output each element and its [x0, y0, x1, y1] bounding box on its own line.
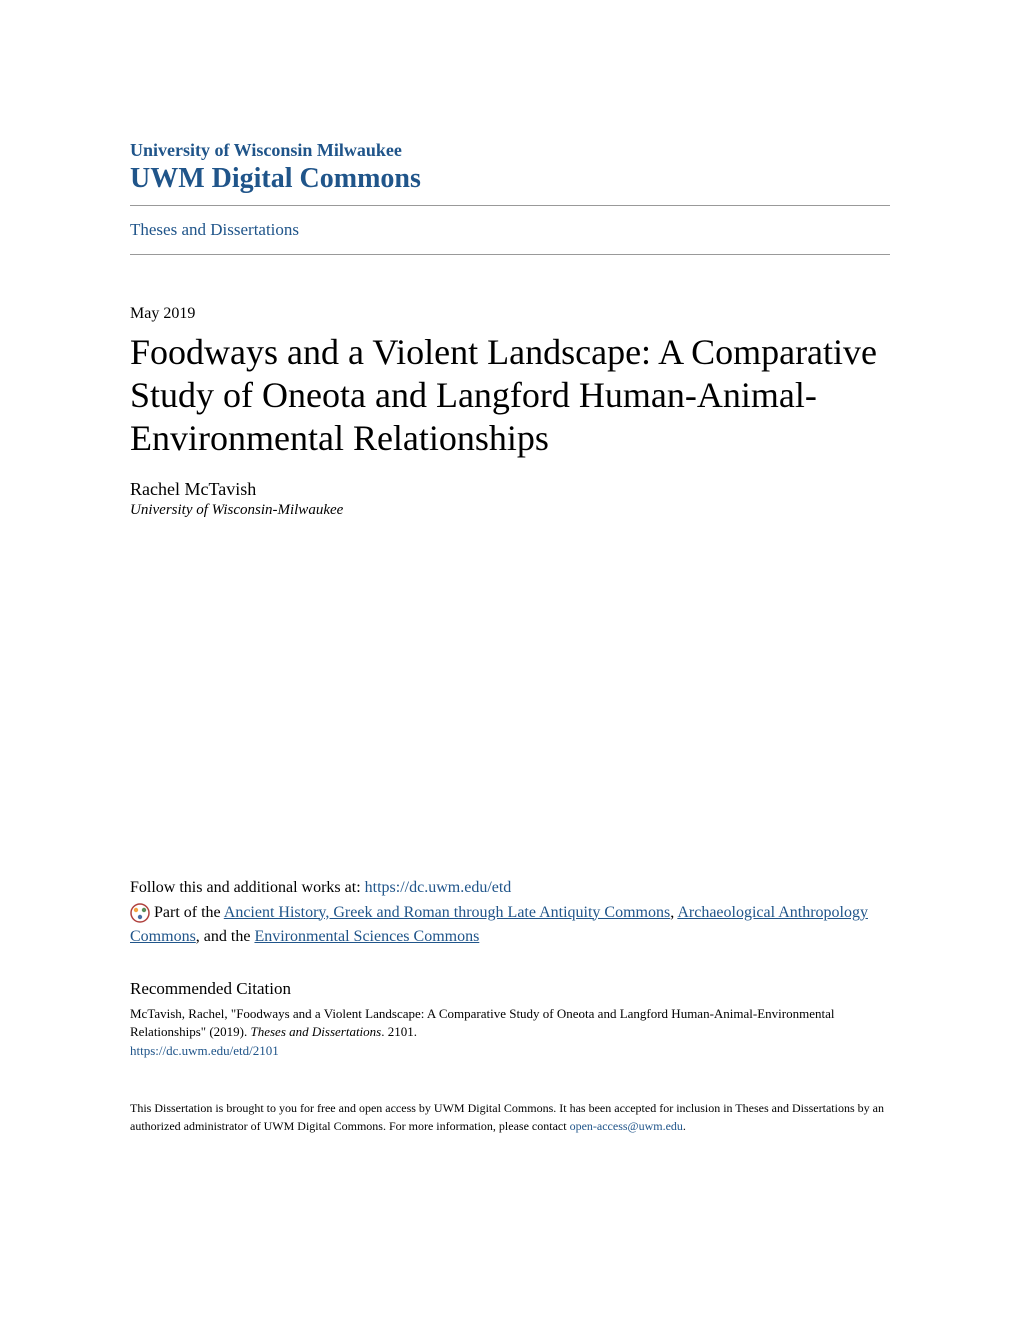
institution-name: University of Wisconsin Milwaukee: [130, 140, 890, 161]
publication-date: May 2019: [130, 305, 890, 323]
citation-part-1: McTavish, Rachel, "Foodways and a Violen…: [130, 1006, 835, 1039]
author-name: Rachel McTavish: [130, 479, 890, 500]
document-title: Foodways and a Violent Landscape: A Comp…: [130, 331, 890, 461]
footer-part-2: .: [683, 1119, 686, 1133]
divider-bottom: [130, 254, 890, 255]
footer-part-1: This Dissertation is brought to you for …: [130, 1101, 884, 1133]
footer-text: This Dissertation is brought to you for …: [130, 1099, 890, 1135]
follow-prefix: Follow this and additional works at:: [130, 879, 365, 896]
commons-link-3[interactable]: Environmental Sciences Commons: [254, 928, 479, 945]
header-block: University of Wisconsin Milwaukee UWM Di…: [130, 140, 890, 195]
author-affiliation: University of Wisconsin-Milwaukee: [130, 502, 890, 519]
citation-text: McTavish, Rachel, "Foodways and a Violen…: [130, 1005, 890, 1041]
commons-link-1[interactable]: Ancient History, Greek and Roman through…: [224, 904, 670, 921]
follow-line: Follow this and additional works at: htt…: [130, 879, 890, 897]
commons-sep-2: , and the: [196, 928, 255, 945]
commons-prefix: Part of the: [154, 904, 224, 921]
commons-membership-line: Part of the Ancient History, Greek and R…: [130, 901, 890, 949]
divider-top: [130, 205, 890, 206]
follow-url-link[interactable]: https://dc.uwm.edu/etd: [365, 879, 512, 896]
follow-section: Follow this and additional works at: htt…: [130, 879, 890, 949]
citation-part-2: . 2101.: [381, 1024, 417, 1039]
citation-series: Theses and Dissertations: [251, 1024, 382, 1039]
theses-dissertations-link[interactable]: Theses and Dissertations: [130, 220, 890, 240]
citation-heading: Recommended Citation: [130, 979, 890, 999]
network-icon: [130, 903, 150, 923]
footer-contact-link[interactable]: open-access@uwm.edu: [570, 1119, 683, 1133]
digital-commons-title: UWM Digital Commons: [130, 163, 890, 195]
citation-url[interactable]: https://dc.uwm.edu/etd/2101: [130, 1043, 890, 1059]
